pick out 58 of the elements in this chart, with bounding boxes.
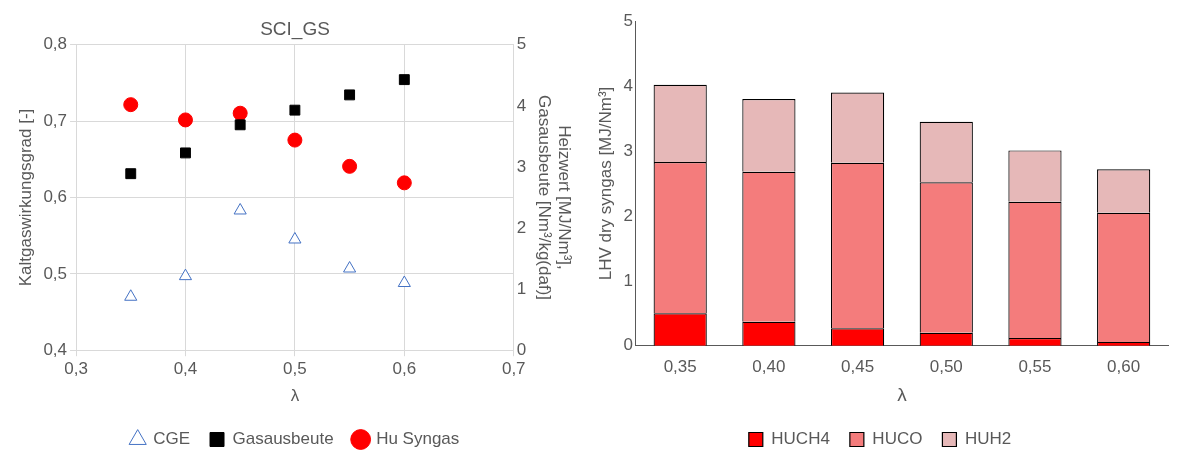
y-tick-label: 5	[623, 10, 633, 30]
point	[178, 268, 193, 281]
legend-label: Gasausbeute	[232, 429, 334, 449]
y-tick-label: 0,7	[43, 110, 68, 130]
x-axis-title: λ	[290, 386, 300, 406]
x-tick-label: 0,35	[663, 356, 697, 376]
x-tick-label: 0,3	[64, 359, 88, 379]
x-tick-label: 0,5	[283, 359, 307, 379]
y-tick-label: 4	[623, 75, 633, 95]
x-tick-label: 0,4	[173, 359, 198, 379]
x-tick-label: 0,45	[841, 356, 875, 376]
point	[398, 74, 410, 86]
point	[287, 132, 303, 148]
point	[344, 89, 356, 101]
x-axis-title: λ	[897, 383, 908, 405]
y2-tick-label: 4	[516, 95, 527, 115]
legend-label: HUCO	[872, 429, 923, 449]
point	[343, 261, 357, 273]
legend-label: Hu Syngas	[376, 429, 460, 449]
y2-tick-label: 1	[516, 278, 527, 298]
x-tick-label: 0,55	[1018, 356, 1052, 376]
y-tick-label: 0,6	[43, 187, 68, 207]
point	[289, 104, 301, 116]
y2-axis-title: Heizwert [MJ/Nm³], Gasausbeute [Nm³/kg(daf)]	[534, 94, 575, 301]
legend-label: HUCH4	[771, 429, 830, 449]
point	[396, 175, 412, 191]
x-tick-label: 0,50	[929, 356, 963, 376]
point	[123, 97, 139, 113]
legend-label: CGE	[153, 429, 191, 449]
point	[342, 158, 358, 174]
y-tick-label: 2	[623, 205, 633, 225]
point	[234, 119, 246, 131]
y-tick-label: 1	[623, 270, 633, 290]
x-tick-label: 0,40	[752, 356, 786, 376]
point	[125, 168, 137, 180]
point	[177, 112, 193, 128]
y-tick-label: 0,5	[43, 263, 68, 283]
x-tick-label: 0,6	[392, 359, 417, 379]
y-tick-label: 0,4	[43, 339, 68, 359]
y2-tick-label: 5	[516, 34, 527, 54]
point	[180, 147, 191, 159]
x-tick-label: 0,7	[501, 359, 526, 379]
y-axis-title: LHV dry syngas [MJ/Nm³]	[595, 86, 615, 281]
y-tick-label: 0	[623, 335, 633, 355]
point	[397, 275, 411, 288]
x-tick-label: 0,60	[1107, 356, 1141, 376]
point	[124, 289, 138, 301]
point	[233, 202, 247, 215]
chart-title: SCI_GS	[260, 17, 330, 40]
legend-label: HUH2	[964, 429, 1012, 449]
point	[288, 231, 302, 244]
y-tick-label: 3	[623, 140, 633, 160]
y2-tick-label: 2	[516, 217, 527, 237]
y-axis-title: Kaltgaswirkungsgrad [-]	[15, 108, 35, 287]
y2-tick-label: 0	[516, 339, 527, 359]
y2-tick-label: 3	[516, 156, 527, 176]
point	[232, 105, 248, 121]
y-tick-label: 0,8	[43, 34, 68, 54]
